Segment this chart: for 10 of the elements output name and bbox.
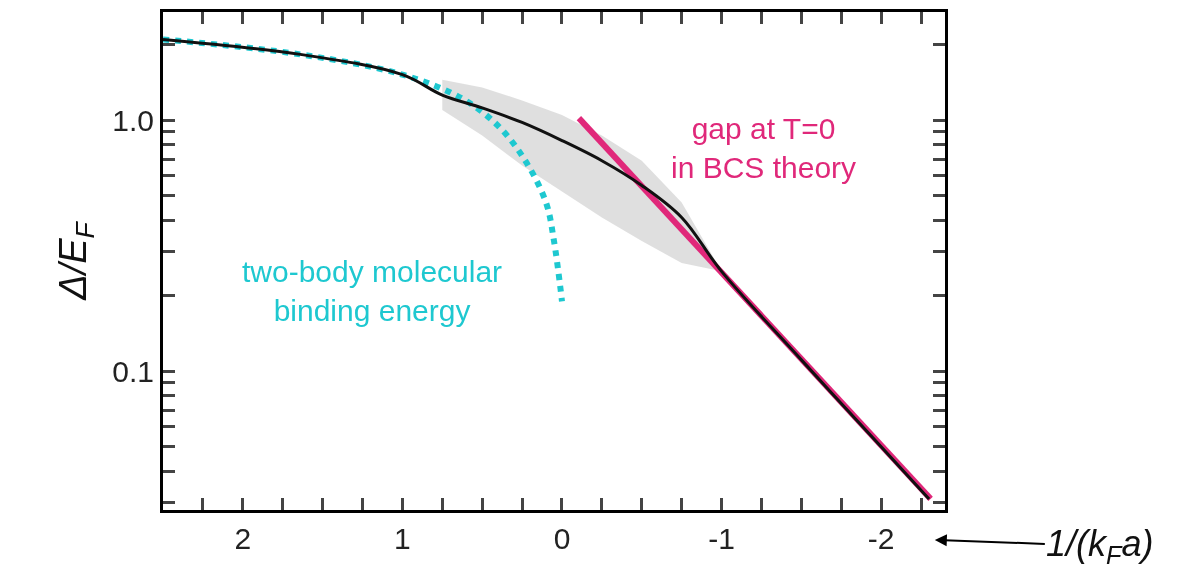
x-tick-label: 0 [553, 522, 571, 555]
series-label: gap at T=0 in BCS theory [671, 112, 857, 184]
y-tick-label: 1.0 [112, 103, 154, 137]
x-tick-label: -2 [867, 522, 895, 555]
x-tick-label: 1 [394, 522, 411, 555]
series-label: two-body molecular binding energy [242, 255, 503, 327]
y-tick-label: 0.1 [112, 354, 154, 388]
x-axis-title: 1/(k$_{F}$a) [1046, 523, 1154, 569]
x-tick-label: 2 [234, 522, 252, 555]
x-tick-label: -1 [708, 522, 735, 555]
